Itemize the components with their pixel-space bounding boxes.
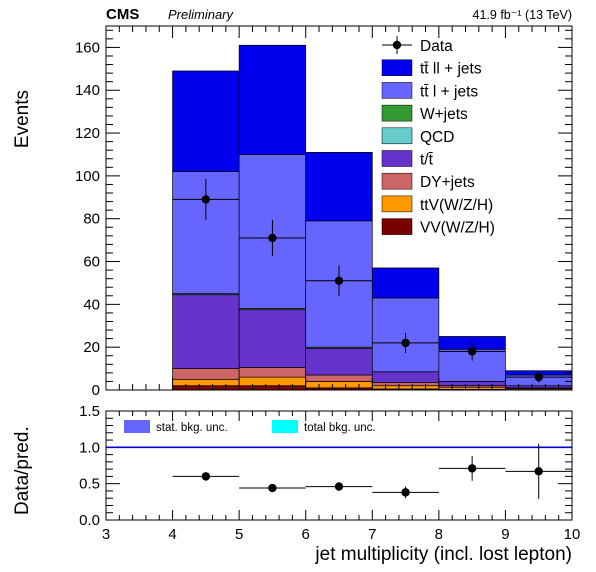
legend-label-6: DY+jets bbox=[420, 174, 475, 191]
bar-3-bin-2 bbox=[305, 347, 373, 376]
ratio-ytick-label-0: 0.0 bbox=[79, 512, 100, 529]
main-ytick-label-5: 100 bbox=[75, 168, 100, 185]
status-label: Preliminary bbox=[168, 7, 235, 22]
data-point-4 bbox=[467, 347, 477, 356]
ratio-xtick-label-6: 9 bbox=[501, 526, 509, 543]
ratio-xtick-label-5: 8 bbox=[435, 526, 443, 543]
ratio-y-axis-title: Data/pred. bbox=[12, 426, 33, 515]
main-ytick-label-6: 120 bbox=[75, 125, 100, 142]
bar-3-bin-4 bbox=[438, 381, 506, 387]
legend-swatch-3 bbox=[381, 104, 413, 122]
main-ytick-label-1: 20 bbox=[83, 339, 100, 356]
ratio-xtick-label-2: 5 bbox=[235, 526, 243, 543]
ratio-plot: 0.0 0.5 1.0 1.5 3 4 5 6 7 8 9 10 Data/pred. jet mul… bbox=[12, 403, 580, 565]
legend-label-2: tt̄ l + jets bbox=[420, 83, 478, 100]
ratio-xtick-label-1: 4 bbox=[168, 526, 176, 543]
bar-7-bin-0 bbox=[172, 70, 240, 172]
ratio-ytick-label-1: 0.5 bbox=[79, 476, 100, 493]
ratio-legend-swatch-1 bbox=[272, 420, 298, 433]
legend-label-0: Data bbox=[420, 38, 453, 55]
ratio-legend-label-0: stat. bkg. unc. bbox=[156, 422, 228, 434]
x-axis-title: jet multiplicity (incl. lost lepton) bbox=[314, 544, 572, 565]
ratio-point-5 bbox=[534, 467, 543, 476]
lumi-label: 41.9 fb⁻¹ (13 TeV) bbox=[473, 8, 572, 22]
ratio-point-0 bbox=[201, 472, 211, 481]
ratio-legend-label-1: total bkg. unc. bbox=[304, 422, 376, 434]
ratio-point-2 bbox=[334, 482, 344, 491]
legend-marker-data bbox=[392, 40, 402, 50]
main-ytick-label-8: 160 bbox=[75, 39, 100, 56]
legend-label-1: tt̄ ll + jets bbox=[420, 61, 482, 78]
main-ytick-label-3: 60 bbox=[83, 254, 100, 271]
main-plot-frame bbox=[105, 25, 573, 391]
bar-7-bin-1 bbox=[238, 44, 307, 155]
legend-swatch-5 bbox=[381, 150, 413, 167]
main-ytick-label-2: 40 bbox=[83, 296, 100, 313]
ratio-xtick-label-7: 10 bbox=[564, 526, 581, 543]
legend-swatch-1 bbox=[381, 59, 413, 76]
ratio-point-4 bbox=[467, 464, 477, 473]
ratio-xtick-label-0: 3 bbox=[102, 526, 110, 543]
data-point-2 bbox=[334, 276, 344, 285]
legend-label-3: W+jets bbox=[420, 106, 468, 123]
ratio-ytick-label-2: 1.0 bbox=[79, 439, 100, 456]
ratio-xtick-label-3: 6 bbox=[302, 526, 310, 543]
ratio-ytick-label-3: 1.5 bbox=[79, 403, 100, 420]
bar-2-bin-2 bbox=[305, 374, 373, 382]
experiment-label: CMS bbox=[106, 6, 139, 23]
bar-2-bin-0 bbox=[172, 368, 240, 380]
bar-1-bin-1 bbox=[238, 376, 307, 387]
bar-1-bin-0 bbox=[172, 378, 240, 387]
main-ytick-label-0: 0 bbox=[92, 382, 100, 399]
bar-3-bin-3 bbox=[371, 371, 440, 383]
bar-7-bin-3 bbox=[371, 267, 440, 299]
main-ytick-label-4: 80 bbox=[83, 211, 100, 228]
bar-7-bin-2 bbox=[305, 151, 373, 222]
bar-0-bin-0 bbox=[172, 385, 240, 391]
main-plot: 0 20 40 60 80 100 120 140 160 Events Data tt̄ ll … bbox=[12, 25, 573, 399]
legend-label-4: QCD bbox=[420, 129, 454, 146]
main-y-axis-title: Events bbox=[12, 90, 33, 148]
ratio-uncertainty-legend: stat. bkg. unc. total bkg. unc. bbox=[124, 420, 376, 434]
bar-0-bin-1 bbox=[238, 385, 307, 391]
legend: Data tt̄ ll + jets tt̄ l + jets W+jets QCD t/… bbox=[381, 36, 495, 237]
bar-2-bin-1 bbox=[238, 367, 307, 378]
ratio-point-3 bbox=[401, 488, 410, 497]
legend-swatch-2 bbox=[381, 82, 413, 99]
legend-swatch-7 bbox=[381, 195, 413, 213]
bar-3-bin-0 bbox=[172, 294, 240, 369]
bar-6-bin-4 bbox=[438, 348, 506, 382]
bar-1-bin-2 bbox=[305, 381, 373, 389]
main-ytick-label-7: 140 bbox=[75, 82, 100, 99]
data-point-0 bbox=[201, 195, 211, 204]
legend-swatch-8 bbox=[381, 218, 413, 235]
legend-label-7: ttV(W/Z/H) bbox=[420, 197, 493, 214]
legend-label-5: t/t̄ bbox=[420, 152, 434, 169]
bar-1-bin-3 bbox=[371, 385, 440, 390]
ratio-xtick-label-4: 7 bbox=[368, 526, 376, 543]
ratio-legend-swatch-0 bbox=[124, 420, 150, 433]
data-point-3 bbox=[401, 338, 410, 348]
data-point-1 bbox=[268, 233, 277, 243]
legend-swatch-6 bbox=[381, 172, 413, 190]
bar-2-bin-3 bbox=[371, 382, 440, 387]
data-point-5 bbox=[534, 372, 543, 382]
ratio-point-1 bbox=[268, 483, 277, 493]
legend-swatch-4 bbox=[381, 127, 413, 145]
ratio-plot-frame bbox=[105, 410, 573, 521]
bar-3-bin-1 bbox=[238, 309, 307, 368]
legend-label-8: VV(W/Z/H) bbox=[420, 220, 495, 237]
